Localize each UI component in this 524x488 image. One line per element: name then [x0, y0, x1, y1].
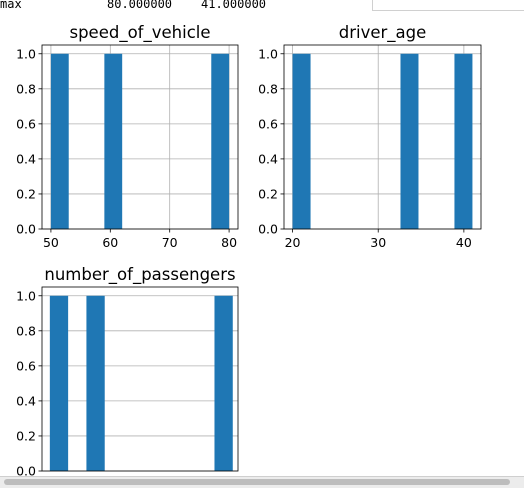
histogram-bar [454, 53, 473, 229]
horizontal-scrollbar[interactable] [0, 476, 524, 488]
y-tick-label: 0.8 [16, 81, 36, 96]
histogram-bar [292, 53, 311, 229]
x-tick-label: 60 [102, 235, 118, 250]
y-tick-label: 0.6 [258, 116, 278, 131]
y-tick-label: 1.0 [16, 46, 36, 61]
axes-title: speed_of_vehicle [69, 23, 210, 43]
bars [292, 53, 473, 229]
y-tick-label: 0.0 [16, 464, 36, 477]
histogram-figure: 0.0 0.2 0.4 0.6 0.8 1.0 50 60 70 80 speed_of_vehic… [16, 23, 482, 477]
y-tick-label: 0.8 [258, 81, 278, 96]
axes-number-of-passengers: 0.0 0.2 0.4 0.6 0.8 1.0 number_of_passengers [16, 265, 239, 477]
scrollbar-thumb[interactable] [4, 479, 510, 485]
y-tick-label: 0.4 [16, 393, 36, 408]
axes-frame [283, 44, 482, 230]
x-tick-label: 70 [162, 235, 178, 250]
speed-max-value: 80.000000 [107, 0, 173, 11]
axes-title: driver_age [339, 23, 427, 43]
axes-title: number_of_passengers [44, 265, 235, 285]
age-max-value: 41.000000 [201, 0, 267, 11]
clipped-output-box [372, 0, 524, 11]
bars [50, 53, 230, 229]
x-tick-label: 20 [285, 235, 301, 250]
axes-driver-age: 0.0 0.2 0.4 0.6 0.8 1.0 20 30 40 driver_age [258, 23, 482, 250]
bars [49, 295, 233, 471]
y-tick-label: 0.4 [16, 151, 36, 166]
y-tick-label: 0.2 [16, 428, 36, 443]
y-tick-label: 0.6 [16, 358, 36, 373]
histogram-bar [49, 295, 69, 471]
x-tick-label: 30 [370, 235, 386, 250]
histogram-bar [86, 295, 105, 471]
x-tick-label: 50 [43, 235, 59, 250]
axes-frame [41, 286, 239, 472]
histogram-bar [104, 53, 123, 229]
y-tick-label: 1.0 [16, 288, 36, 303]
x-tick-label: 80 [221, 235, 237, 250]
y-tick-label: 0.8 [16, 323, 36, 338]
describe-output-max-row: max 80.000000 41.000000 [0, 0, 524, 12]
y-tick-label: 0.2 [258, 186, 278, 201]
y-tick-label: 0.6 [16, 116, 36, 131]
x-tick-label: 40 [456, 235, 472, 250]
y-tick-label: 0.2 [16, 186, 36, 201]
y-tick-label: 1.0 [258, 46, 278, 61]
row-label: max [0, 0, 22, 11]
y-tick-label: 0.4 [258, 151, 278, 166]
axes-frame [41, 44, 239, 230]
y-tick-label: 0.0 [258, 222, 278, 237]
y-tick-label: 0.0 [16, 222, 36, 237]
histogram-bar [50, 53, 69, 229]
axes-speed-of-vehicle: 0.0 0.2 0.4 0.6 0.8 1.0 50 60 70 80 speed_of_vehic… [16, 23, 239, 250]
histogram-bar [214, 295, 233, 471]
histogram-bar [211, 53, 230, 229]
histogram-bar [400, 53, 419, 229]
